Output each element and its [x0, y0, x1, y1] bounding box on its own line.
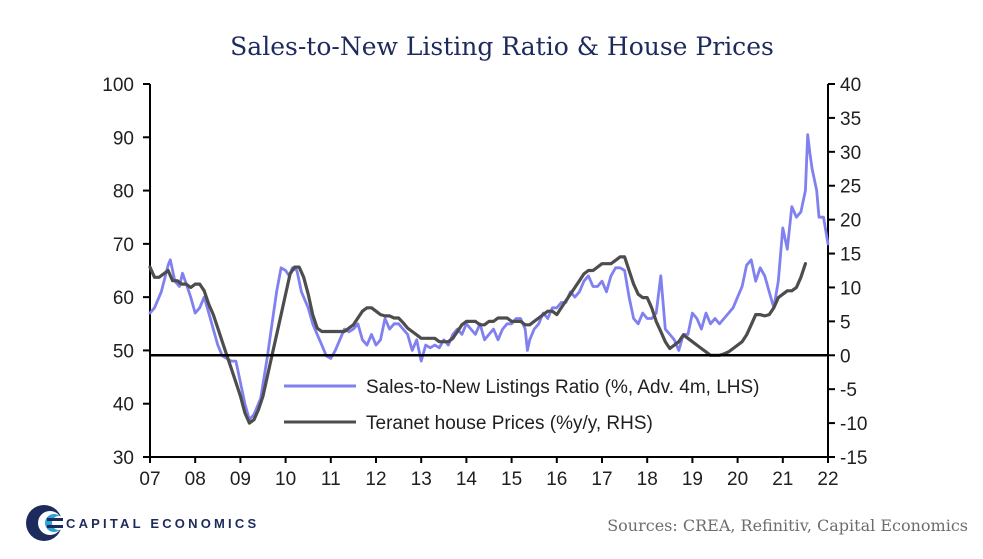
chart-title: Sales-to-New Listing Ratio & House Price…: [230, 32, 774, 61]
left-tick-label: 30: [113, 448, 134, 469]
right-tick-label: 35: [840, 109, 861, 130]
x-tick-label: 09: [230, 469, 251, 490]
x-tick-label: 13: [411, 469, 432, 490]
legend-label: Teranet house Prices (%y/y, RHS): [366, 413, 653, 434]
right-tick-label: 20: [840, 211, 861, 232]
plot-axes: 100908070605040304035302520151050-5-10-1…: [102, 75, 867, 490]
capital-economics-logo: CAPITAL ECONOMICS: [26, 505, 259, 541]
legend-background: [278, 368, 820, 438]
right-tick-label: 0: [840, 346, 851, 367]
x-tick-label: 07: [139, 469, 160, 490]
x-tick-label: 21: [772, 469, 793, 490]
series-line-sales-to-new-listings: [148, 133, 830, 422]
left-tick-label: 50: [113, 341, 134, 362]
left-tick-label: 70: [113, 235, 134, 256]
x-tick-label: 18: [637, 469, 658, 490]
series-line-teranet-house-prices: [148, 255, 807, 425]
right-tick-label: 15: [840, 245, 861, 266]
right-tick-label: -10: [840, 414, 867, 435]
x-tick-label: 15: [501, 469, 522, 490]
right-tick-label: -15: [840, 448, 867, 469]
x-tick-label: 08: [185, 469, 206, 490]
x-tick-label: 20: [727, 469, 748, 490]
right-tick-label: 30: [840, 143, 861, 164]
left-tick-label: 40: [113, 395, 134, 416]
x-tick-label: 22: [817, 469, 838, 490]
brand-name: CAPITAL ECONOMICS: [66, 516, 259, 531]
x-tick-label: 11: [321, 469, 341, 490]
x-tick-label: 14: [456, 469, 478, 490]
series-layer: [148, 133, 830, 425]
right-tick-label: 40: [840, 75, 861, 96]
left-tick-label: 80: [113, 182, 134, 203]
x-tick-label: 12: [365, 469, 386, 490]
legend: Sales-to-New Listings Ratio (%, Adv. 4m,…: [278, 368, 820, 438]
left-tick-label: 90: [113, 128, 134, 149]
right-tick-label: -5: [840, 380, 857, 401]
logo-icon: [26, 505, 66, 541]
left-tick-label: 100: [102, 75, 134, 96]
sources-note: Sources: CREA, Refinitiv, Capital Econom…: [607, 516, 968, 535]
x-tick-label: 16: [546, 469, 567, 490]
right-tick-label: 25: [840, 177, 861, 198]
x-tick-label: 19: [682, 469, 703, 490]
right-tick-label: 5: [840, 312, 851, 333]
left-tick-label: 60: [113, 288, 134, 309]
legend-label: Sales-to-New Listings Ratio (%, Adv. 4m,…: [366, 377, 760, 398]
right-tick-label: 10: [840, 278, 861, 299]
x-tick-label: 10: [275, 469, 296, 490]
x-tick-label: 17: [591, 469, 612, 490]
